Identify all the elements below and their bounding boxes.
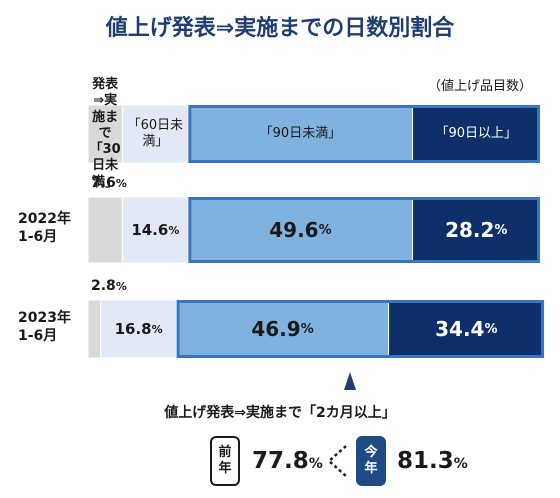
legend-box-0 xyxy=(87,104,123,164)
bar-0-1 xyxy=(121,196,189,264)
legend-box-3 xyxy=(412,104,541,164)
comparison-arrow-icon xyxy=(326,444,348,478)
bar-0-0 xyxy=(87,196,123,264)
data-label-0-3: 28.2% xyxy=(445,218,508,242)
current-year-badge: 今年 xyxy=(356,436,386,486)
prev-year-badge: 前年 xyxy=(210,436,240,486)
current-year-value: 81.3% xyxy=(397,448,468,474)
legend-label-0: 発表⇒実施まで 「30日未満」 xyxy=(89,77,121,190)
bar-highlight-0 xyxy=(188,197,540,263)
bar-highlight-1 xyxy=(176,300,545,358)
comparison-label: 値上げ発表⇒実施まで「2カ月以上」 xyxy=(164,405,396,421)
legend-box-1 xyxy=(121,104,189,164)
data-label-1-3: 34.4% xyxy=(435,317,498,341)
bar-1-3 xyxy=(388,299,545,359)
bar-1-2 xyxy=(176,299,390,359)
data-label-1-0: 2.8% xyxy=(91,278,127,294)
bar-1-0 xyxy=(87,299,102,359)
bar-1-1 xyxy=(100,299,178,359)
row-label-0: 2022年 1-6月 xyxy=(18,211,71,245)
bar-0-3 xyxy=(412,196,541,264)
legend-label-2: 「90日未満」 xyxy=(259,125,342,141)
chart-title: 値上げ発表⇒実施までの日数別割合 xyxy=(105,16,455,41)
legend-label-3: 「90日以上」 xyxy=(435,125,518,141)
pointer-triangle-icon xyxy=(344,372,356,390)
row-label-1: 2023年 1-6月 xyxy=(18,310,71,344)
data-label-1-2: 46.9% xyxy=(251,317,314,341)
legend-highlight xyxy=(188,105,540,163)
data-label-1-1: 16.8% xyxy=(114,320,163,338)
prev-year-value: 77.8% xyxy=(252,448,323,474)
data-label-0-1: 14.6% xyxy=(131,221,180,239)
unit-note: （値上げ品目数） xyxy=(427,79,532,94)
data-label-0-0: 7.6% xyxy=(91,175,127,191)
data-label-0-2: 49.6% xyxy=(269,218,332,242)
legend-label-1: 「60日未満」 xyxy=(127,117,184,149)
